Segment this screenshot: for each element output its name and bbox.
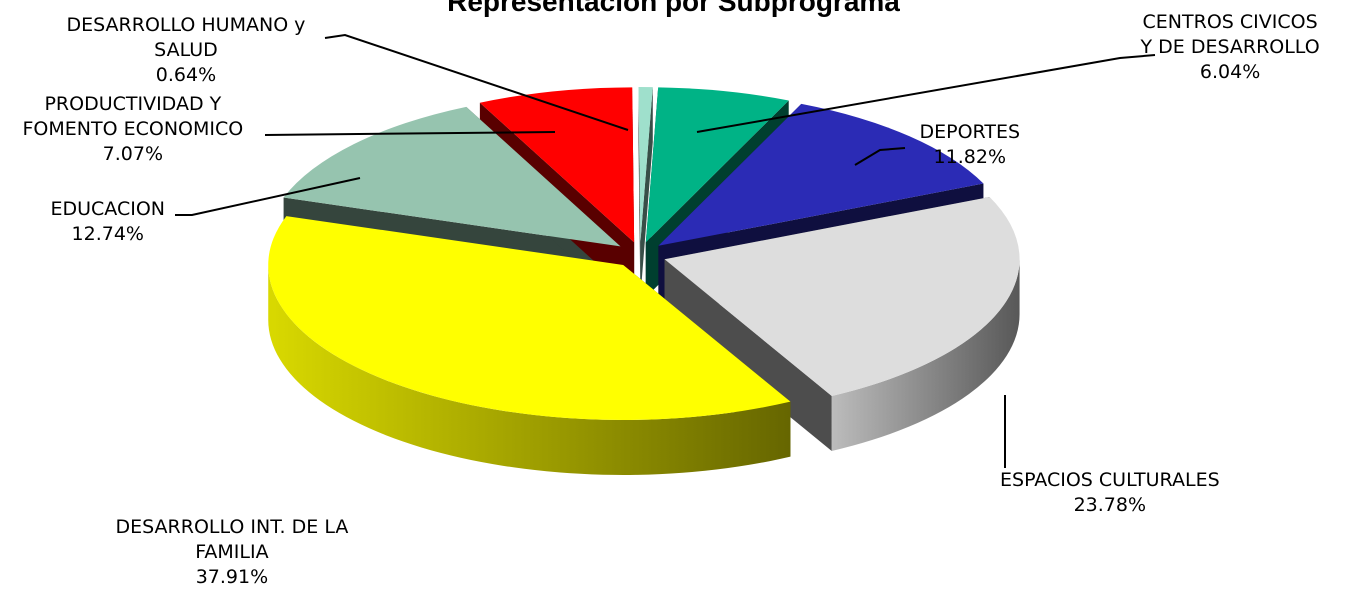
desarrollo-humano-y-salud-label-line: DESARROLLO HUMANO y <box>66 14 306 36</box>
desarrollo-int-de-la-familia-label-line: FAMILIA <box>195 541 269 563</box>
desarrollo-int-de-la-familia-slice <box>268 216 791 420</box>
espacios-culturales-label-line: ESPACIOS CULTURALES <box>1000 469 1220 491</box>
deportes-leader-line <box>854 147 906 166</box>
centros-civicos-y-de-desarrollo-slice <box>645 87 789 243</box>
educacion-leader-line <box>175 177 361 216</box>
productividad-y-fomento-economico-slice <box>479 87 635 243</box>
desarrollo-humano-y-salud-label-line: SALUD <box>154 39 218 61</box>
centros-civicos-y-de-desarrollo-label-line: CENTROS CIVICOS <box>1142 11 1318 33</box>
desarrollo-int-de-la-familia-label-line: DESARROLLO INT. DE LA <box>115 516 349 538</box>
educacion-slice <box>283 106 621 247</box>
educacion-value-label: 12.74% <box>71 223 144 245</box>
espacios-culturales-label: ESPACIOS CULTURALES 23.78% <box>1000 468 1220 518</box>
deportes-label: DEPORTES 11.82% <box>920 120 1021 170</box>
espacios-culturales-outer-wall <box>831 259 1020 451</box>
desarrollo-int-de-la-familia-label: DESARROLLO INT. DE LA FAMILIA 37.91% <box>116 515 349 590</box>
productividad-y-fomento-economico-leader-line <box>264 131 556 136</box>
desarrollo-humano-y-salud-radial-wall <box>640 87 653 298</box>
desarrollo-humano-y-salud-label: DESARROLLO HUMANO y SALUD 0.64% <box>67 13 306 88</box>
centros-civicos-y-de-desarrollo-leader-line <box>696 54 1156 133</box>
productividad-y-fomento-economico-label: PRODUCTIVIDAD Y FOMENTO ECONOMICO 7.07% <box>23 92 244 167</box>
chart-title: Representación por Subprograma <box>447 0 900 17</box>
desarrollo-humano-y-salud-radial-wall <box>638 87 641 298</box>
espacios-culturales-value-label: 23.78% <box>1073 494 1147 516</box>
productividad-y-fomento-economico-label-line: PRODUCTIVIDAD Y <box>44 93 222 115</box>
productividad-y-fomento-economico-value-label: 7.07% <box>102 143 164 165</box>
desarrollo-humano-y-salud-value-label: 0.64% <box>155 64 217 86</box>
deportes-value-label: 11.82% <box>933 146 1006 168</box>
centros-civicos-y-de-desarrollo-label-line: Y DE DESARROLLO <box>1140 36 1320 58</box>
desarrollo-int-de-la-familia-outer-wall <box>268 264 791 475</box>
espacios-culturales-slice <box>664 196 1020 396</box>
centros-civicos-y-de-desarrollo-value-label: 6.04% <box>1199 61 1261 83</box>
desarrollo-int-de-la-familia-value-label: 37.91% <box>195 566 269 588</box>
desarrollo-humano-y-salud-leader-line <box>324 33 629 131</box>
educacion-label: EDUCACION 12.74% <box>51 197 166 247</box>
centros-civicos-y-de-desarrollo-label: CENTROS CIVICOS Y DE DESARROLLO 6.04% <box>1141 10 1320 85</box>
desarrollo-humano-y-salud-slice <box>638 87 653 243</box>
educacion-label-line: EDUCACION <box>50 198 166 220</box>
productividad-y-fomento-economico-label-line: FOMENTO ECONOMICO <box>22 118 244 140</box>
deportes-label-line: DEPORTES <box>919 121 1021 143</box>
deportes-slice <box>658 103 984 246</box>
